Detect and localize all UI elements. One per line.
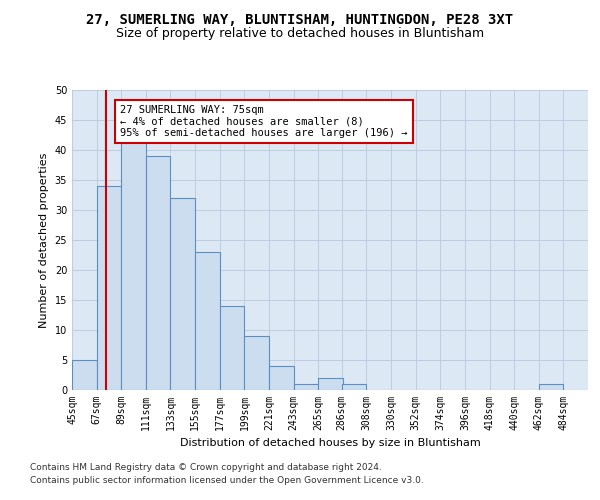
Bar: [97, 186, 121, 390]
Y-axis label: Number of detached properties: Number of detached properties: [39, 152, 49, 328]
Bar: [269, 366, 293, 390]
Text: Size of property relative to detached houses in Bluntisham: Size of property relative to detached ho…: [116, 28, 484, 40]
Text: Contains public sector information licensed under the Open Government Licence v3: Contains public sector information licen…: [30, 476, 424, 485]
Bar: [293, 384, 318, 390]
Bar: [244, 336, 269, 390]
Bar: [318, 378, 343, 390]
Bar: [342, 384, 367, 390]
Bar: [539, 384, 563, 390]
Bar: [195, 252, 220, 390]
Bar: [146, 156, 170, 390]
Bar: [121, 138, 146, 390]
Bar: [170, 198, 195, 390]
Bar: [72, 360, 97, 390]
Text: 27 SUMERLING WAY: 75sqm
← 4% of detached houses are smaller (8)
95% of semi-deta: 27 SUMERLING WAY: 75sqm ← 4% of detached…: [120, 105, 407, 138]
Text: Contains HM Land Registry data © Crown copyright and database right 2024.: Contains HM Land Registry data © Crown c…: [30, 464, 382, 472]
Bar: [220, 306, 244, 390]
X-axis label: Distribution of detached houses by size in Bluntisham: Distribution of detached houses by size …: [179, 438, 481, 448]
Text: 27, SUMERLING WAY, BLUNTISHAM, HUNTINGDON, PE28 3XT: 27, SUMERLING WAY, BLUNTISHAM, HUNTINGDO…: [86, 12, 514, 26]
